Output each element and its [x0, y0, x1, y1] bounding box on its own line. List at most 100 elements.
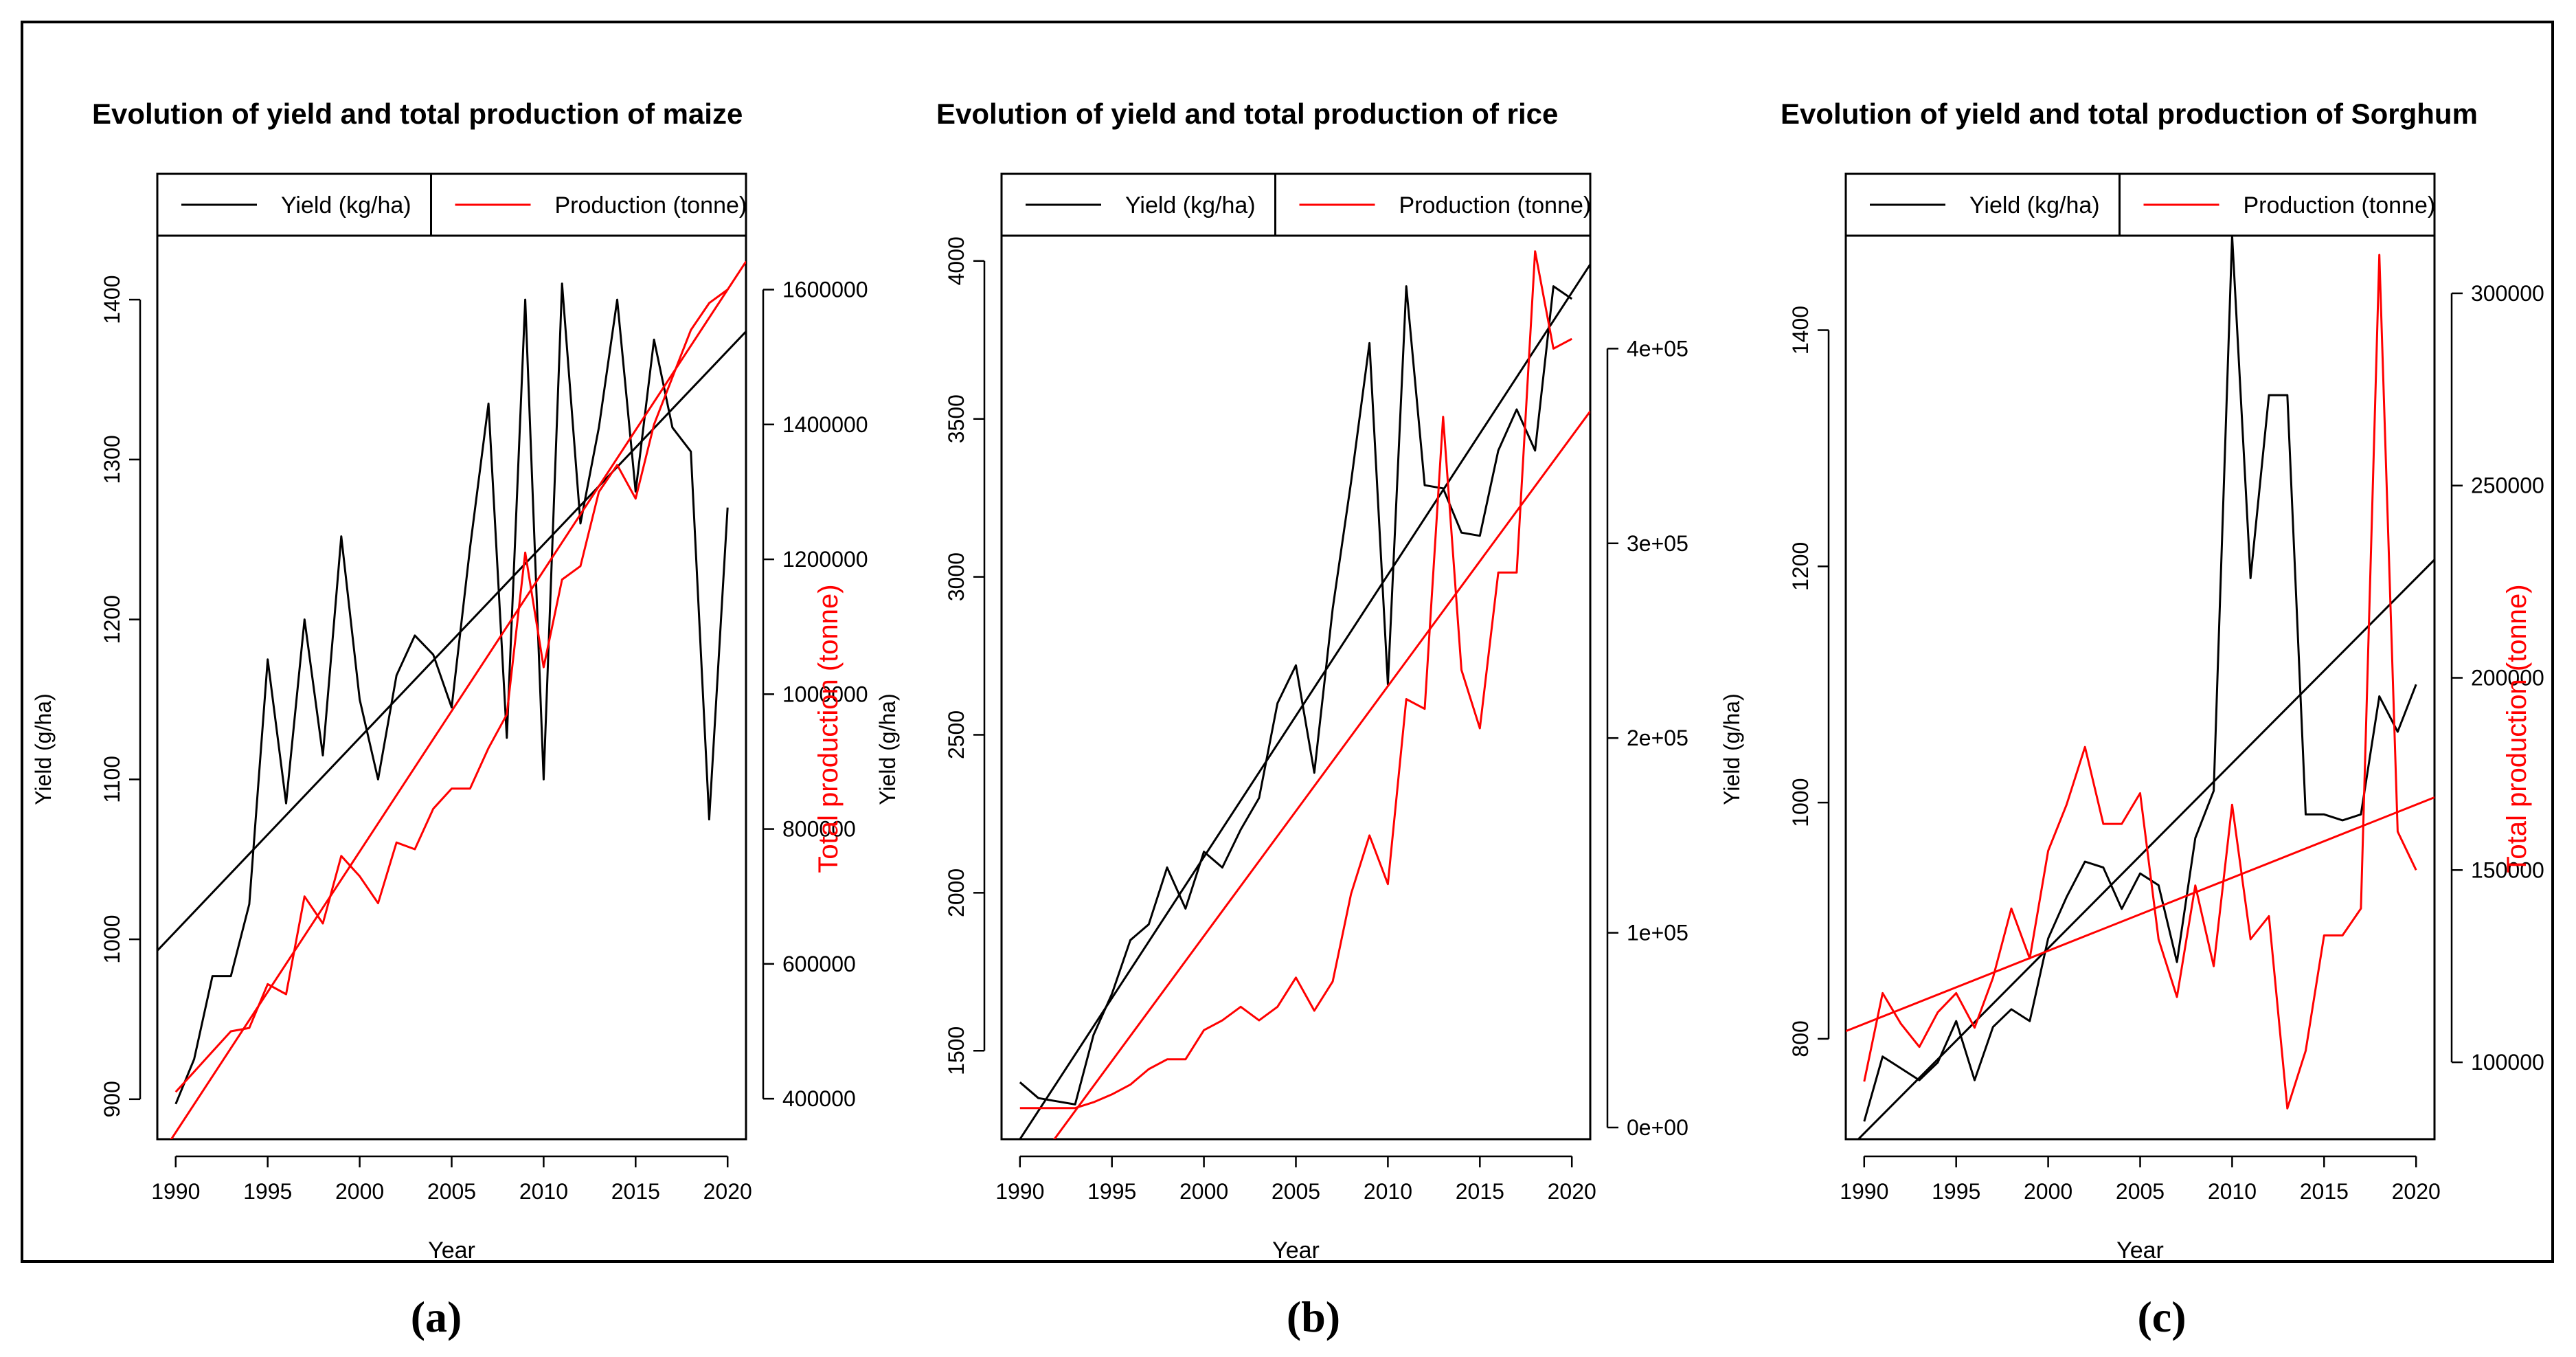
x-axis-label: Year — [428, 1237, 475, 1264]
sorghum-chart: Evolution of yield and total production … — [1719, 98, 2544, 1264]
y-tick-label: 1200 — [100, 595, 124, 644]
x-tick-label: 2005 — [2116, 1179, 2165, 1204]
x-tick-label: 1990 — [151, 1179, 200, 1204]
y2-tick-label: 200000 — [2471, 666, 2544, 691]
y-axis-label: Yield (g/ha) — [875, 693, 900, 805]
x-tick-label: 2000 — [335, 1179, 384, 1204]
y-axis-label: Yield (g/ha) — [1719, 693, 1744, 805]
y2-tick-label: 100000 — [2471, 1050, 2544, 1075]
y2-tick-label: 4e+05 — [1627, 336, 1688, 361]
legend-yield-label: Yield (kg/ha) — [1125, 192, 1256, 218]
yield-series-line — [1019, 285, 1573, 1106]
data-group — [1018, 250, 1590, 1139]
y2-tick-label: 1200000 — [782, 547, 868, 572]
figure-frame: Evolution of yield and total production … — [21, 21, 2554, 1264]
data-group — [157, 260, 746, 1139]
y2-tick-label: 1e+05 — [1627, 921, 1688, 945]
y2-tick-label: 600000 — [782, 952, 856, 976]
x-tick-label: 2010 — [519, 1179, 568, 1204]
y2-tick-label: 1000000 — [782, 682, 868, 706]
chart-title: Evolution of yield and total production … — [1781, 98, 2478, 130]
yield-trend-line — [157, 330, 746, 952]
x-tick-label: 2010 — [1364, 1179, 1412, 1204]
data-group — [1846, 236, 2434, 1139]
y-tick-label: 4000 — [944, 236, 969, 285]
y-tick-label: 2500 — [944, 710, 969, 759]
yield-trend-line — [1018, 263, 1590, 1139]
plot-area — [1000, 234, 1592, 1141]
x-tick-label: 2020 — [1548, 1179, 1596, 1204]
legend-yield-label: Yield (kg/ha) — [1969, 192, 2100, 218]
y-tick-label: 800 — [1788, 1020, 1813, 1057]
y2-tick-label: 1400000 — [782, 412, 868, 437]
y2-axis-label: Total production (tonne) — [2502, 584, 2532, 873]
y-tick-label: 1000 — [100, 915, 124, 963]
y2-tick-label: 150000 — [2471, 857, 2544, 882]
panel-a: Evolution of yield and total production … — [23, 47, 868, 1286]
x-tick-label: 2010 — [2208, 1179, 2257, 1204]
x-axis-label: Year — [1272, 1237, 1320, 1264]
y-tick-label: 1200 — [1788, 542, 1813, 591]
legend-production-label: Production (tonne) — [1399, 192, 1592, 218]
plot-area — [156, 234, 747, 1141]
panel-c: Evolution of yield and total production … — [1712, 47, 2556, 1286]
yield-series-line — [1863, 236, 2417, 1122]
chart-title: Evolution of yield and total production … — [92, 98, 743, 130]
y-tick-label: 2000 — [944, 868, 969, 917]
production-trend-line — [1846, 796, 2434, 1033]
plot-area — [1844, 234, 2436, 1141]
x-tick-label: 2005 — [1272, 1179, 1320, 1204]
legend-production-label: Production (tonne) — [2244, 192, 2436, 218]
y-tick-label: 3000 — [944, 552, 969, 601]
y-tick-label: 1300 — [100, 435, 124, 484]
panel-b: Evolution of yield and total production … — [868, 47, 1712, 1286]
legend-yield-label: Yield (kg/ha) — [281, 192, 411, 218]
x-tick-label: 1990 — [1840, 1179, 1888, 1204]
x-tick-label: 2015 — [1456, 1179, 1504, 1204]
x-tick-label: 2015 — [2300, 1179, 2349, 1204]
x-tick-label: 1990 — [995, 1179, 1044, 1204]
x-tick-label: 2000 — [1179, 1179, 1228, 1204]
sublabel-a: (a) — [410, 1292, 462, 1341]
x-axis-label: Year — [2116, 1237, 2164, 1264]
y-tick-label: 1100 — [100, 756, 124, 803]
y-tick-label: 1500 — [944, 1027, 969, 1075]
y2-tick-label: 800000 — [782, 817, 856, 842]
legend: Yield (kg/ha) Production (tonne) — [1000, 172, 1592, 237]
rice-chart: Evolution of yield and total production … — [875, 98, 1688, 1264]
y-tick-label: 1000 — [1788, 778, 1813, 827]
x-tick-label: 1995 — [1087, 1179, 1136, 1204]
legend: Yield (kg/ha) Production (tonne) — [1844, 172, 2436, 237]
maize-chart: Evolution of yield and total production … — [31, 98, 868, 1264]
y-tick-label: 1400 — [100, 276, 124, 324]
x-tick-label: 1995 — [1932, 1179, 1980, 1204]
production-trend-line — [170, 260, 746, 1139]
chart-title: Evolution of yield and total production … — [936, 98, 1558, 130]
sublabel-b: (b) — [1286, 1292, 1341, 1341]
y-axis-label: Yield (g/ha) — [31, 693, 56, 805]
yield-series-line — [174, 282, 729, 1105]
legend-production-label: Production (tonne) — [555, 192, 747, 218]
y2-tick-label: 2e+05 — [1627, 726, 1688, 750]
x-tick-label: 2020 — [703, 1179, 752, 1204]
x-tick-label: 2000 — [2024, 1179, 2072, 1204]
y2-tick-label: 300000 — [2471, 281, 2544, 306]
x-tick-label: 2020 — [2392, 1179, 2441, 1204]
y2-tick-label: 3e+05 — [1627, 531, 1688, 556]
production-trend-line — [1053, 410, 1590, 1139]
production-series-line — [1019, 250, 1572, 1110]
y2-axis-label: Total production (tonne) — [813, 584, 844, 873]
y-tick-label: 1400 — [1788, 306, 1813, 355]
x-tick-label: 2005 — [427, 1179, 476, 1204]
sublabel-c: (c) — [2137, 1292, 2187, 1341]
y2-tick-label: 1600000 — [782, 278, 868, 302]
y2-tick-label: 250000 — [2471, 473, 2544, 498]
y2-tick-label: 0e+00 — [1627, 1115, 1688, 1140]
yield-trend-line — [1857, 559, 2434, 1139]
y-tick-label: 3500 — [944, 394, 969, 443]
x-tick-label: 1995 — [243, 1179, 292, 1204]
y-tick-label: 900 — [100, 1081, 124, 1117]
y2-tick-label: 400000 — [782, 1086, 856, 1111]
production-series-line — [1863, 254, 2417, 1110]
production-series-line — [174, 289, 729, 1093]
